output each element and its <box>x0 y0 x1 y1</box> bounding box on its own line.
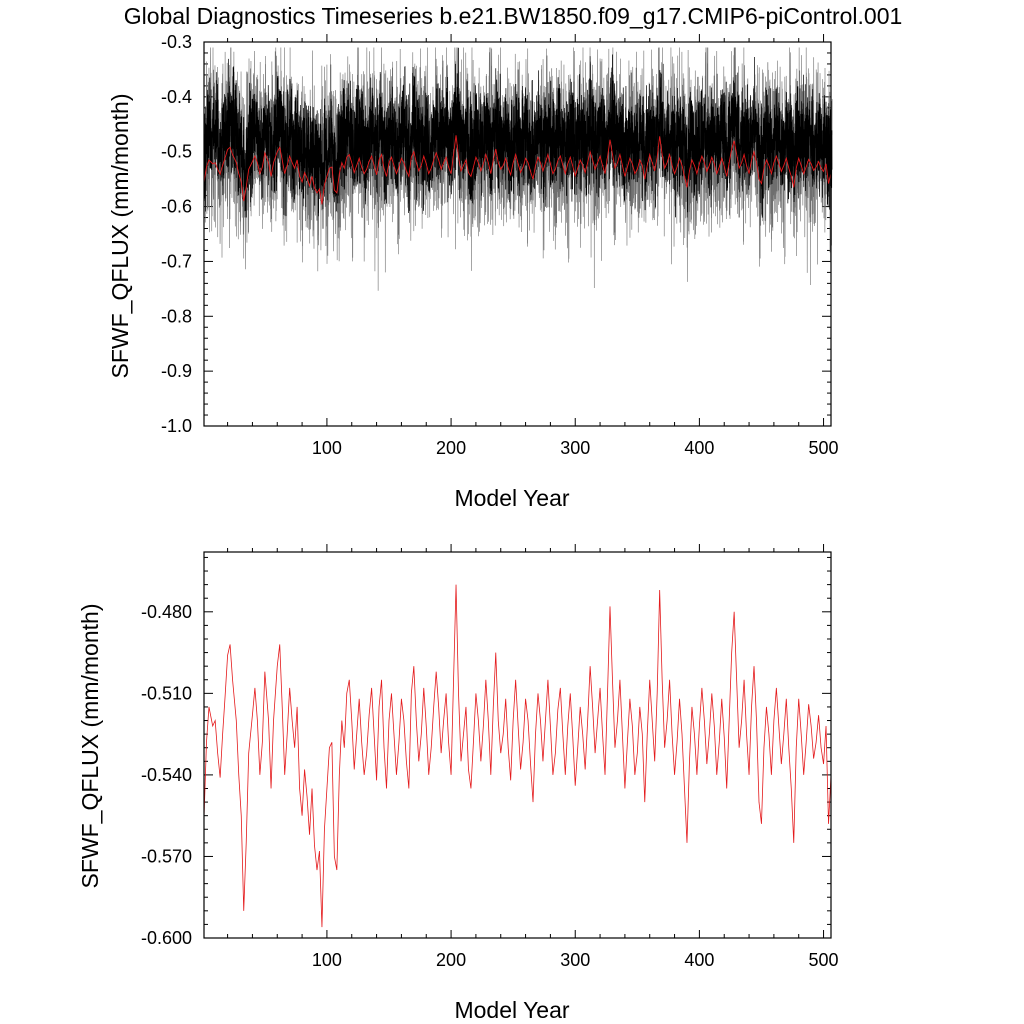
annual-series-overlay <box>203 135 832 205</box>
y-tick-label: -0.7 <box>161 251 192 271</box>
y-tick-label: -0.540 <box>141 765 192 785</box>
x-tick-label: 300 <box>560 950 590 970</box>
bottom-y-axis-label: SFWF_QFLUX (mm/month) <box>77 604 103 889</box>
y-tick-label: -1.0 <box>161 416 192 436</box>
top-panel-tick-labels: 100 200 300 400 500 -1.0 -0.9 -0.8 -0.7 -0.6 -0.5 -… <box>161 32 839 458</box>
x-tick-label: 500 <box>809 950 839 970</box>
y-tick-label: -0.5 <box>161 142 192 162</box>
monthly-series-core <box>203 47 833 218</box>
x-tick-label: 400 <box>684 438 714 458</box>
x-tick-label: 100 <box>312 438 342 458</box>
bottom-panel-tick-labels: 100 200 300 400 500 -0.600 -0.570 -0.540 -0.510 -… <box>141 602 839 970</box>
top-y-axis-label: SFWF_QFLUX (mm/month) <box>107 94 133 379</box>
annual-series <box>203 584 832 928</box>
y-tick-label: -0.6 <box>161 197 192 217</box>
monthly-timeseries-panel: 100 200 300 400 500 -1.0 -0.9 -0.8 -0.7 -0.6 -0.5 -… <box>107 32 839 511</box>
annual-timeseries-panel: 100 200 300 400 500 -0.600 -0.570 -0.540 -0.510 -… <box>77 544 839 1023</box>
y-tick-label: -0.3 <box>161 32 192 52</box>
y-tick-label: -0.600 <box>141 928 192 948</box>
x-tick-label: 400 <box>684 950 714 970</box>
y-tick-label: -0.8 <box>161 306 192 326</box>
x-tick-label: 500 <box>809 438 839 458</box>
top-x-axis-label: Model Year <box>454 485 569 511</box>
y-tick-label: -0.480 <box>141 602 192 622</box>
y-tick-label: -0.510 <box>141 683 192 703</box>
figure-title: Global Diagnostics Timeseries b.e21.BW18… <box>124 3 903 29</box>
x-tick-label: 200 <box>436 950 466 970</box>
y-tick-label: -0.4 <box>161 87 192 107</box>
bottom-plot-frame <box>203 551 832 939</box>
x-tick-label: 100 <box>312 950 342 970</box>
top-plot-frame <box>203 41 832 427</box>
y-tick-label: -0.9 <box>161 361 192 381</box>
y-tick-label: -0.570 <box>141 846 192 866</box>
annual-overlay-line <box>203 135 832 205</box>
annual-mean-line <box>203 584 832 928</box>
x-tick-label: 200 <box>436 438 466 458</box>
bottom-x-axis-label: Model Year <box>454 997 569 1023</box>
monthly-series <box>203 47 833 291</box>
x-tick-label: 300 <box>560 438 590 458</box>
